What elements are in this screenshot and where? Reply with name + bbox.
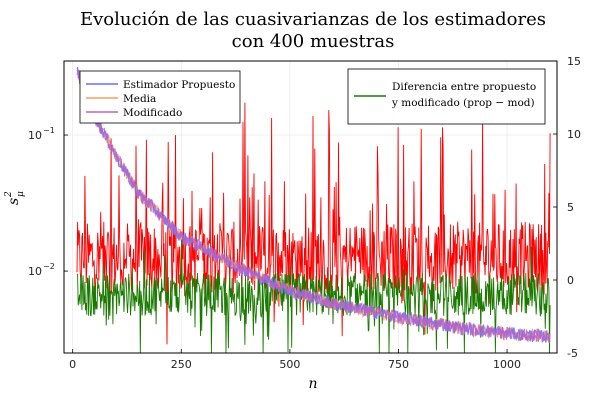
left-axis-series bbox=[76, 66, 551, 344]
y-axis-label-sub: μ bbox=[16, 191, 26, 197]
legend-label-estimador: Estimador Propuesto bbox=[123, 79, 235, 91]
x-tick-label: 0 bbox=[69, 358, 76, 371]
chart-title: Evolución de las cuasivarianzas de los e… bbox=[80, 9, 546, 52]
legend-left-box bbox=[79, 70, 241, 124]
left-y-axis-ticks: 10−110−2 bbox=[28, 126, 68, 278]
y-axis-label-main: s bbox=[6, 198, 22, 205]
series-modificado bbox=[76, 69, 551, 343]
x-tick-label: 750 bbox=[388, 358, 409, 371]
legend-left: Estimador Propuesto Media Modificado bbox=[79, 70, 241, 124]
x-tick-label: 250 bbox=[171, 358, 192, 371]
chart-title-line-2: con 400 muestras bbox=[232, 31, 395, 52]
series-diferencia-green bbox=[76, 239, 551, 354]
right-axis-series bbox=[76, 102, 551, 354]
legend-label-modificado: Modificado bbox=[123, 107, 182, 119]
legend-label-diferencia-line-2: y modificado (prop − mod) bbox=[391, 97, 535, 109]
right-y-axis-ticks: -5 0 5 10 15 bbox=[553, 55, 581, 360]
right-y-tick-label: 0 bbox=[567, 274, 574, 287]
right-y-tick-label: 5 bbox=[567, 201, 574, 214]
y-axis-label-sup: 2 bbox=[4, 191, 14, 198]
right-y-tick-label: 15 bbox=[567, 55, 581, 68]
left-y-tick-exponent: −2 bbox=[43, 262, 55, 271]
left-y-tick-label: 10 bbox=[28, 129, 42, 142]
y-axis-label: s 2 μ bbox=[4, 191, 26, 205]
legend-right: Diferencia entre propuesto y modificado … bbox=[347, 68, 546, 125]
left-y-tick-exponent: −1 bbox=[43, 126, 55, 135]
legend-label-media: Media bbox=[123, 93, 156, 105]
x-axis-ticks: 0 250 500 750 1000 bbox=[69, 349, 521, 371]
left-y-tick-label: 10 bbox=[28, 265, 42, 278]
x-tick-label: 500 bbox=[279, 358, 300, 371]
x-tick-label: 1000 bbox=[493, 358, 521, 371]
right-y-tick-label: -5 bbox=[567, 347, 578, 360]
legend-label-diferencia-line-1: Diferencia entre propuesto bbox=[392, 81, 536, 93]
x-axis-label: n bbox=[308, 376, 317, 392]
series-diferencia-red bbox=[76, 102, 551, 345]
chart-title-line-1: Evolución de las cuasivarianzas de los e… bbox=[80, 9, 546, 30]
right-y-tick-label: 10 bbox=[567, 128, 581, 141]
